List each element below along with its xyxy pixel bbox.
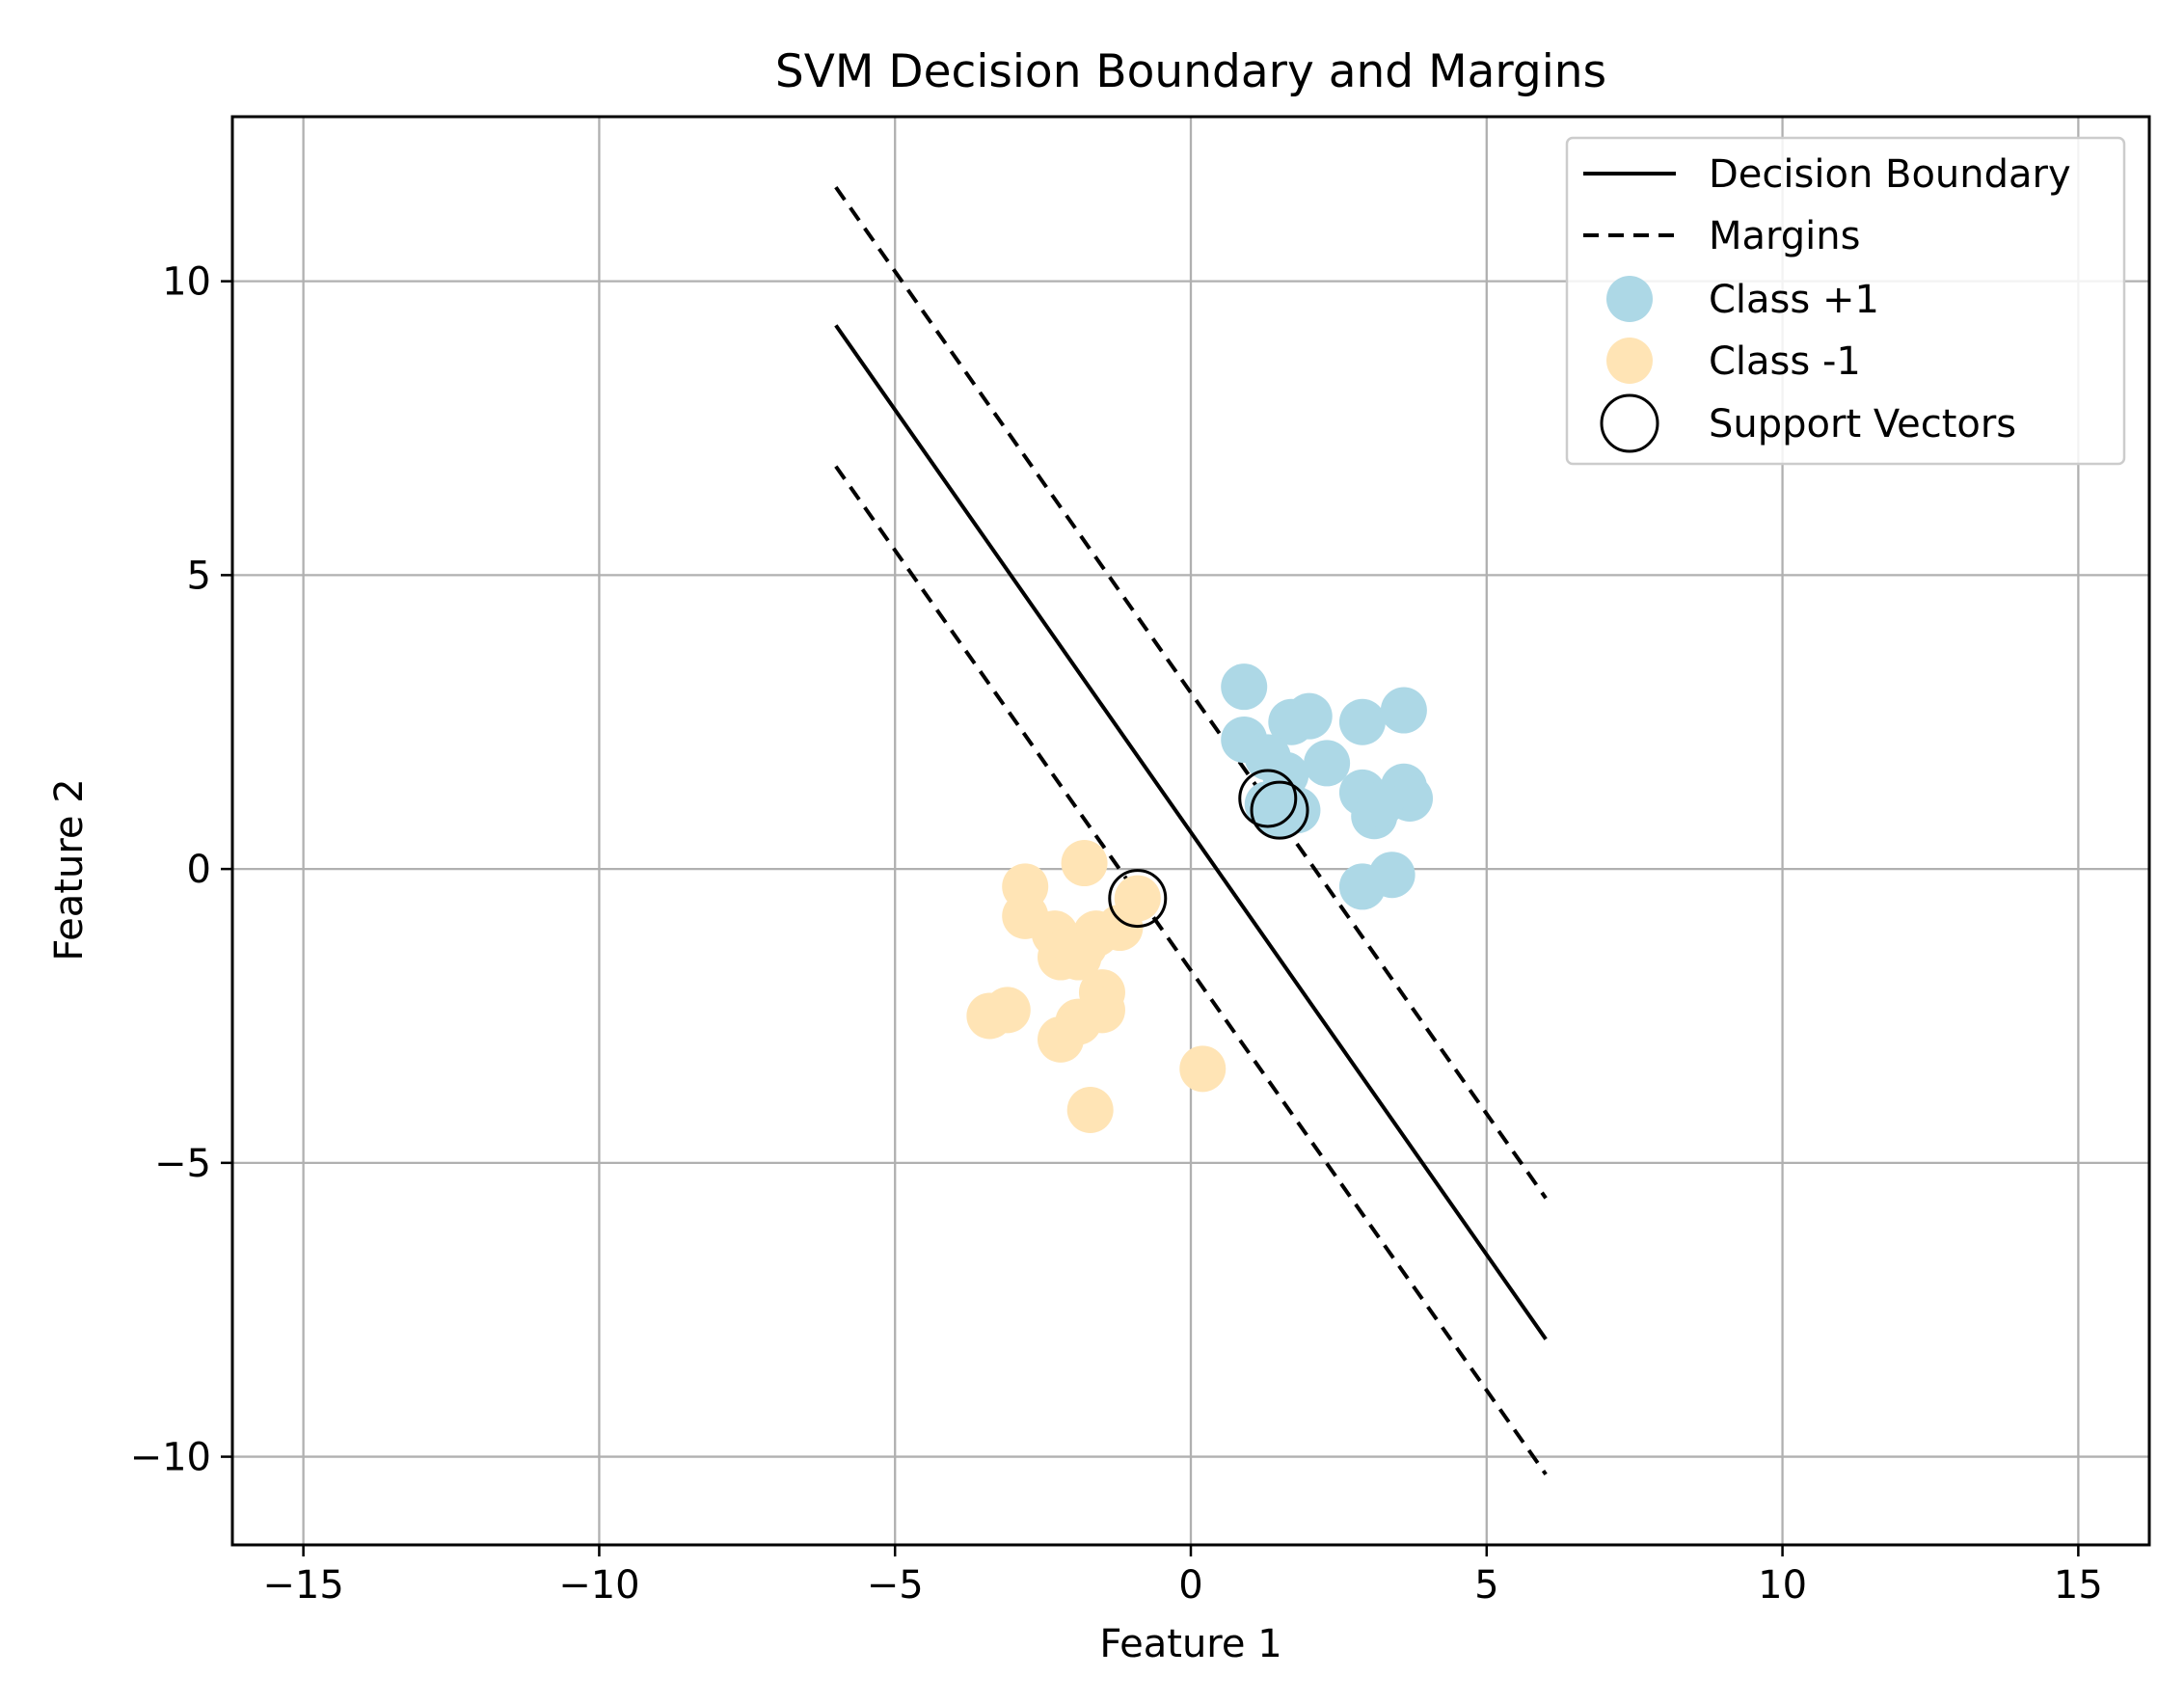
x-tick-label: 10 — [1758, 1563, 1807, 1608]
x-tick-label: 5 — [1474, 1563, 1498, 1608]
margin-line — [834, 185, 1548, 1200]
class-pos-point — [1338, 698, 1386, 745]
x-tick-label: −15 — [262, 1563, 343, 1608]
x-axis-label: Feature 1 — [1099, 1622, 1281, 1666]
x-tick-label: 15 — [2054, 1563, 2103, 1608]
class-pos-point — [1357, 781, 1404, 828]
class-pos-point — [1221, 663, 1268, 711]
x-tick-label: −5 — [867, 1563, 924, 1608]
class-neg-point — [1038, 1015, 1085, 1063]
legend-marker — [1606, 276, 1653, 322]
class-neg-point — [1179, 1045, 1227, 1093]
class-neg-point — [984, 987, 1031, 1034]
decision-boundary-line — [834, 324, 1548, 1340]
class-pos-point — [1304, 740, 1351, 787]
legend: Decision Boundary Margins Class +1 Class -1… — [1565, 136, 2126, 466]
margin-line — [834, 465, 1548, 1476]
class-pos-point — [1380, 687, 1427, 734]
y-tick-label: 5 — [187, 554, 211, 598]
class-neg-point — [1066, 1086, 1114, 1133]
legend-box — [1565, 136, 2126, 466]
class-pos-point — [1368, 852, 1416, 899]
class-neg-point — [1114, 875, 1161, 922]
legend-label: Class -1 — [1709, 339, 1861, 384]
legend-label: Decision Boundary — [1709, 152, 2071, 197]
legend-label: Margins — [1709, 214, 1860, 258]
support-vector-marker — [1238, 769, 1298, 828]
x-tick-label: 0 — [1178, 1563, 1202, 1608]
support-vector-marker — [1250, 780, 1309, 840]
class-neg-point — [1061, 840, 1108, 887]
plot-area — [232, 117, 2149, 1545]
y-axis-label: Feature 2 — [47, 778, 92, 960]
support-vector-marker — [1108, 869, 1168, 929]
y-tick-label: 0 — [187, 848, 211, 892]
legend-label: Support Vectors — [1709, 402, 2016, 446]
class-pos-point — [1285, 692, 1333, 740]
x-tick-label: −10 — [558, 1563, 639, 1608]
y-tick-label: −10 — [130, 1436, 211, 1480]
chart-title: SVM Decision Boundary and Margins — [775, 45, 1606, 98]
y-tick-label: 10 — [162, 260, 211, 305]
legend-label: Class +1 — [1709, 278, 1879, 322]
y-tick-label: −5 — [154, 1142, 211, 1186]
legend-marker — [1606, 338, 1653, 384]
class-neg-point — [1055, 933, 1102, 981]
axes: −15 −10 −5 0 5 10 15 −10 −5 0 5 10 — [130, 115, 2151, 1608]
legend-support-vector-marker — [1600, 393, 1659, 453]
